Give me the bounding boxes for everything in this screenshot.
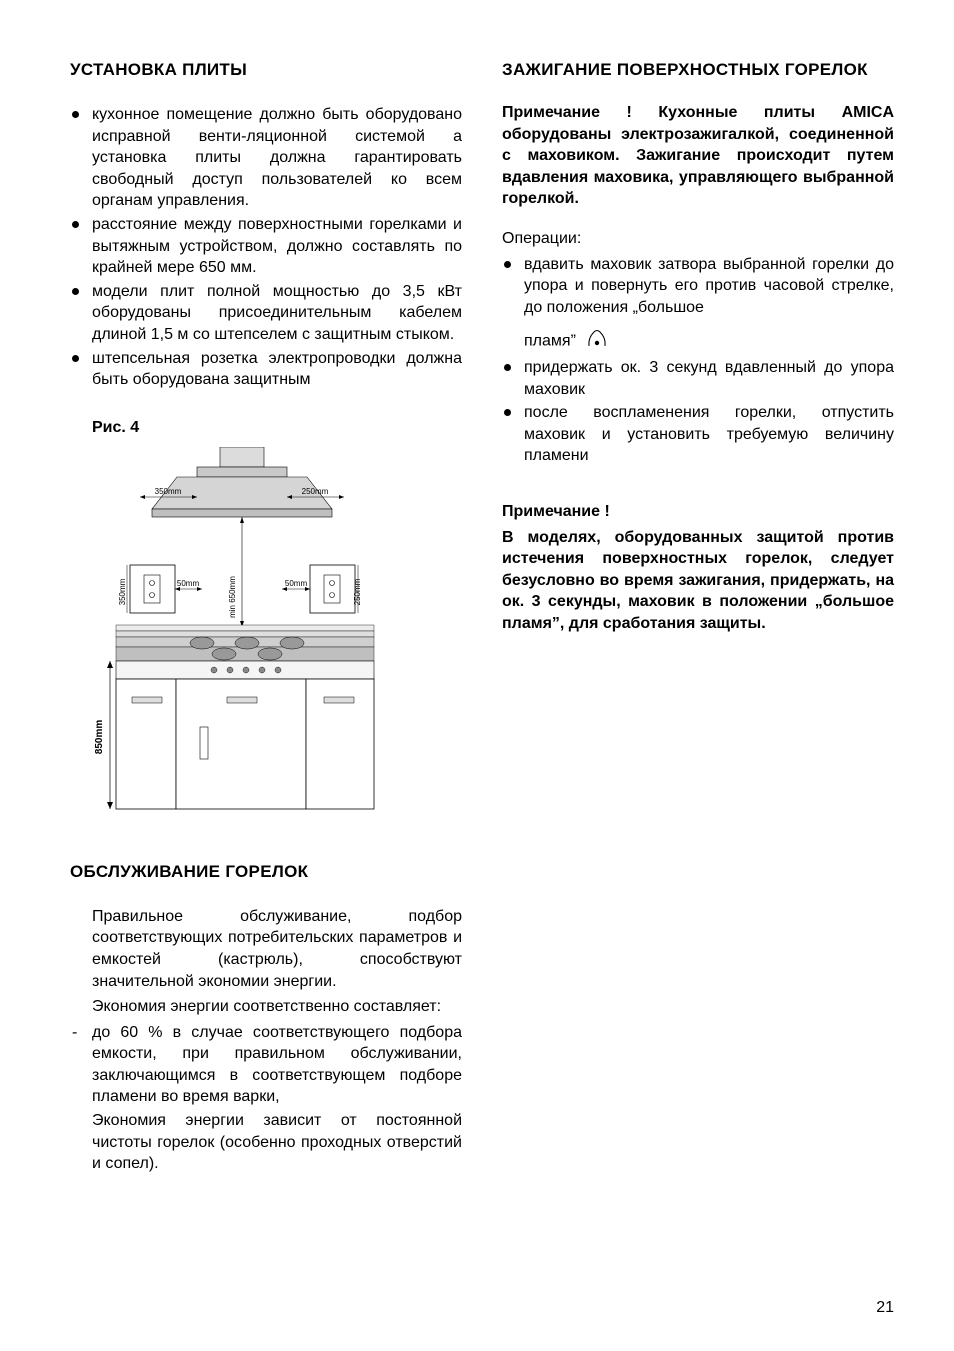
figure-4: 350mm 250mm 350mm: [92, 447, 402, 832]
operations-list: вдавить маховик затвора выбранной горелк…: [502, 254, 894, 467]
dim-label: min 650mm: [228, 575, 237, 617]
dim-label: 350mm: [118, 578, 127, 605]
heading-install: УСТАНОВКА ПЛИТЫ: [70, 60, 462, 80]
paragraph: Правильное обслуживание, подбор соответс…: [92, 906, 462, 992]
note-heading: Примечание !: [502, 501, 894, 523]
dim-label: 350mm: [155, 487, 182, 496]
heading-service: ОБСЛУЖИВАНИЕ ГОРЕЛОК: [70, 862, 462, 882]
operations-label: Операции:: [502, 228, 894, 250]
list-item: придержать ок. 3 секунд вдавленный до уп…: [502, 357, 894, 400]
service-dash-list: до 60 % в случае соответствующего подбор…: [70, 1022, 462, 1108]
dim-label: 250mm: [302, 487, 329, 496]
flame-icon: [586, 328, 608, 355]
note-body: В моделях, оборудованных защитой против …: [502, 527, 894, 635]
list-item: модели плит полной мощностью до 3,5 кВт …: [70, 281, 462, 346]
heading-ignition: ЗАЖИГАНИЕ ПОВЕРХНОСТНЫХ ГОРЕЛОК: [502, 60, 894, 80]
dim-label: 850mm: [94, 719, 105, 754]
list-item: после воспламенения горелки, отпустить м…: [502, 402, 894, 467]
list-item-text: вдавить маховик затвора выбранной горелк…: [524, 256, 894, 316]
list-item: штепсельная розетка электропроводки долж…: [70, 348, 462, 391]
list-item: кухонное помещение должно быть оборудова…: [70, 104, 462, 212]
list-item: до 60 % в случае соответствующего подбор…: [70, 1022, 462, 1108]
list-item: вдавить маховик затвора выбранной горелк…: [502, 254, 894, 355]
paragraph: Экономия энергии зависит от постоянной ч…: [92, 1110, 462, 1175]
install-list: кухонное помещение должно быть оборудова…: [70, 104, 462, 391]
figure-label: Рис. 4: [92, 419, 462, 437]
list-item: расстояние между поверхностными горе­лка…: [70, 214, 462, 279]
dim-label: 50mm: [177, 579, 200, 588]
paragraph: Экономия энергии соответственно соста­вл…: [92, 996, 462, 1018]
dim-label: 50mm: [285, 579, 308, 588]
list-item-text: пламя”: [524, 333, 576, 350]
page-number: 21: [876, 1299, 894, 1317]
note-text: Примечание ! Кухонные плиты AMICA оборуд…: [502, 102, 894, 210]
dim-label: 250mm: [353, 578, 362, 605]
